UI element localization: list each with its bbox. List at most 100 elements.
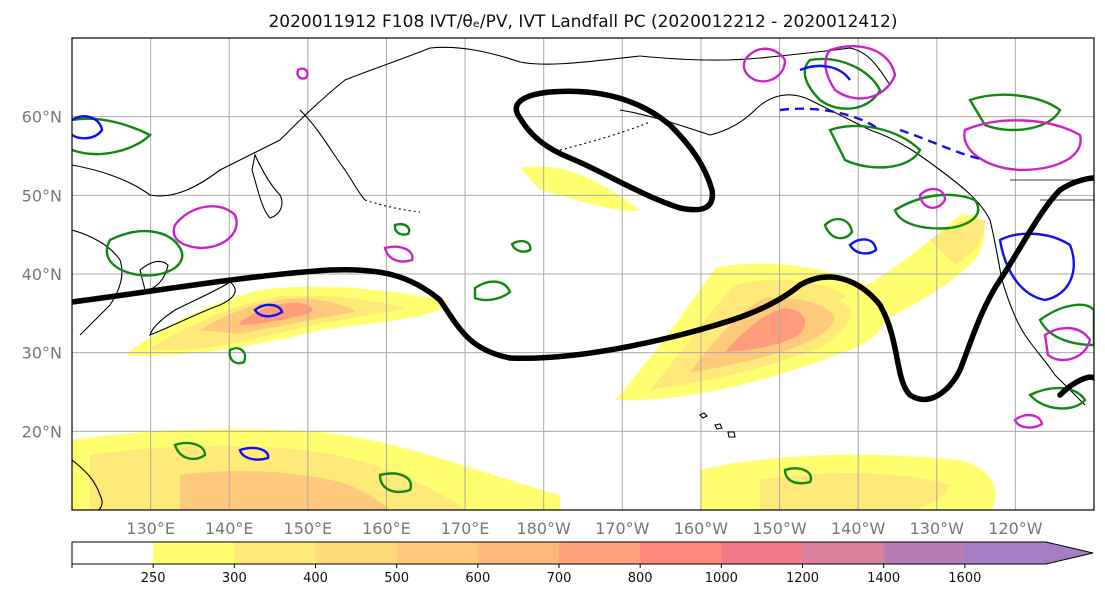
colorbar-segment [640, 542, 722, 564]
pv-negative-contour-dashed-2 [899, 128, 986, 162]
theta-e-contour-5 [893, 193, 980, 230]
theta-e-contour-14 [228, 347, 247, 365]
pc-contour-main [72, 175, 1094, 403]
pv-negative-contour-4 [848, 238, 878, 255]
lon-label: 150°E [284, 519, 333, 538]
colorbar-segment [234, 542, 316, 564]
coast-alaska-north [639, 47, 891, 86]
theta-e-contour-7 [828, 124, 922, 169]
lon-label: 140°E [205, 519, 254, 538]
colorbar-segment [802, 542, 885, 564]
lon-label: 160°E [362, 519, 411, 538]
coast-alaska-south [619, 94, 871, 136]
theta-e-contour-16 [510, 239, 532, 253]
pv-negative-contours [72, 64, 1075, 461]
lat-label: 60°N [22, 108, 62, 127]
colorbar-ticks: 250 300 400 500 600 700 800 1000 1200 1400 1600 [71, 564, 981, 586]
coast-hawaii [699, 412, 736, 438]
theta-e-contour-3 [473, 280, 512, 302]
lon-label: 130°E [126, 519, 175, 538]
pv-negative-contour-5 [799, 64, 851, 81]
coast-philippines [72, 459, 103, 510]
ivt-patch-north [520, 166, 640, 211]
pc-contour-north [513, 88, 716, 213]
colorbar-tick-label: 300 [222, 571, 247, 586]
colorbar-tick-label: 700 [547, 571, 572, 586]
lon-label: 130°W [910, 519, 965, 538]
map-panel: 60°N 50°N 40°N 30°N 20°N 130°E 140°E 150°E 160°… [22, 37, 1095, 538]
pv-positive-contour-9 [296, 67, 309, 80]
ivt-shading [72, 166, 996, 510]
colorbar-outline [71, 541, 1094, 565]
ivt-plume-central-core [725, 308, 805, 352]
coast-siberia [72, 46, 641, 197]
pv-positive-contour-6 [1043, 326, 1092, 362]
colorbar-tick-label: 800 [628, 571, 653, 586]
theta-e-contour-10 [1028, 386, 1087, 410]
colorbar-segment [964, 542, 1047, 564]
colorbar-segment [315, 542, 398, 564]
colorbar-segment [559, 542, 641, 564]
pv-negative-contour-2 [253, 303, 284, 318]
theta-e-contour-11 [173, 441, 207, 461]
theta-e-contour-4 [823, 217, 854, 240]
colorbar-segment [153, 542, 235, 564]
colorbar-segments [71, 541, 1094, 565]
lon-label: 180°W [517, 519, 572, 538]
lat-label: 30°N [22, 344, 62, 363]
colorbar-tick-label: 1600 [948, 571, 981, 586]
theta-e-contour-8 [968, 93, 1062, 132]
colorbar-tick-label: 250 [141, 571, 166, 586]
ivt-band-coast-mid [930, 218, 985, 265]
theta-e-contour-6 [803, 57, 882, 110]
colorbar-tick-label: 1400 [867, 571, 900, 586]
coast-sakhalin [251, 153, 283, 219]
lat-label: 50°N [22, 186, 62, 205]
ivt-tropical-west-inner [180, 470, 389, 510]
pv-negative-contour-3 [998, 232, 1075, 302]
lon-label: 140°W [831, 519, 886, 538]
colorbar-extend-arrow [1046, 542, 1093, 564]
colorbar-segment [396, 542, 479, 564]
theta-e-contour-15 [393, 223, 411, 236]
lat-label: 20°N [22, 422, 62, 441]
theta-e-contour-9 [1038, 303, 1094, 347]
pv-positive-contour-3 [824, 45, 897, 100]
map-frame [71, 37, 1095, 511]
pv-positive-contour-4 [963, 119, 1082, 172]
pv-positive-contour-7 [1013, 413, 1044, 429]
lon-label: 170°E [441, 519, 490, 538]
colorbar-segment [72, 542, 154, 564]
latitude-labels: 60°N 50°N 40°N 30°N 20°N [22, 108, 62, 442]
coast-kamchatka [299, 109, 366, 201]
coast-kuril [364, 199, 421, 213]
theta-e-contour-2 [72, 117, 153, 156]
lon-label: 170°W [595, 519, 650, 538]
lon-label: 150°W [752, 519, 807, 538]
colorbar-segment [721, 542, 803, 564]
theta-e-contour-13 [783, 467, 813, 485]
pv-negative-contour-1 [72, 115, 104, 140]
pv-positive-contour-8 [383, 245, 414, 263]
colorbar-tick-label: 600 [465, 571, 490, 586]
pv-positive-contour-5 [918, 187, 947, 209]
colorbar-tick-label: 400 [303, 571, 328, 586]
theta-e-contours [72, 57, 1094, 494]
lon-label: 160°W [674, 519, 729, 538]
colorbar-segment [883, 542, 966, 564]
longitude-labels: 130°E 140°E 150°E 160°E 170°E 180°W 170°W 160°W… [126, 519, 1042, 538]
colorbar: 250 300 400 500 600 700 800 1000 1200 1400 1600 [71, 541, 1094, 586]
colorbar-tick-label: 1000 [705, 571, 738, 586]
ivt-landfall-pc-contours [72, 88, 1094, 403]
pc-contour-east [1057, 374, 1094, 398]
pv-positive-contours [172, 45, 1092, 429]
theta-e-contour-12 [378, 472, 413, 494]
pv-positive-contour-2 [742, 47, 787, 83]
lat-label: 40°N [22, 265, 62, 284]
colorbar-tick-label: 1200 [786, 571, 819, 586]
theta-e-contour-1 [105, 229, 184, 277]
pv-negative-contour-6 [238, 446, 270, 461]
colorbar-tick-label: 500 [384, 571, 409, 586]
pv-positive-contour-1 [172, 205, 238, 250]
